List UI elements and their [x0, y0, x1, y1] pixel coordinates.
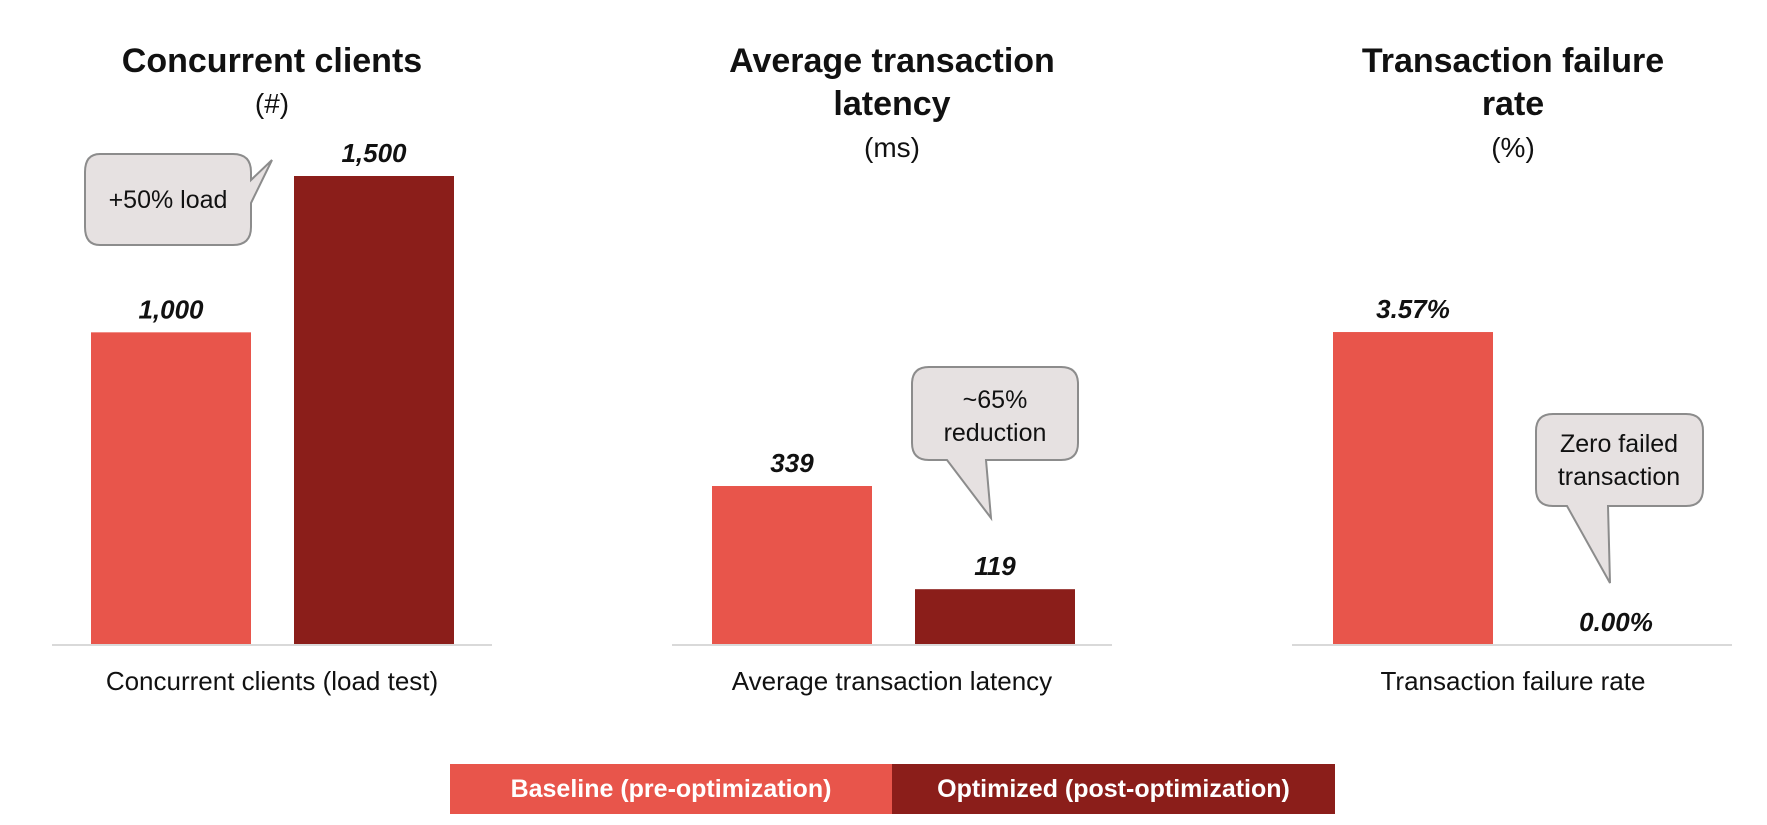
panel-2-bars: 339 119: [712, 448, 1075, 645]
panel-average-latency: Average transaction latency (ms) 339 119 A…: [672, 42, 1112, 696]
bar-optimized: [294, 176, 454, 645]
bar-optimized: [915, 589, 1075, 645]
legend-baseline-label: Baseline (pre-optimization): [510, 774, 832, 803]
value-label-baseline: 1,000: [138, 294, 204, 324]
panel-1-callout: +50% load: [84, 153, 273, 246]
bar-baseline: [1333, 332, 1493, 645]
panel-2-title: Average transaction latency: [729, 42, 1055, 123]
panel-failure-rate: Transaction failure rate (%) 3.57% 0.00% T…: [1292, 42, 1732, 696]
panel-3-callout-line-2: transaction: [1558, 463, 1680, 491]
panel-3-callout-line-1: Zero failed: [1560, 430, 1678, 458]
panel-3-bars: 3.57% 0.00%: [1333, 294, 1653, 645]
panel-2-callout: ~65% reduction: [911, 366, 1079, 522]
value-label-baseline: 339: [770, 448, 814, 478]
bar-baseline: [91, 332, 251, 645]
panel-1-bars: 1,000 1,500: [91, 138, 454, 645]
panel-3-callout-bubble: [1535, 413, 1704, 584]
panel-3-category-label: Transaction failure rate: [1381, 666, 1646, 696]
panel-2-unit: (ms): [864, 132, 920, 163]
legend-baseline: Baseline (pre-optimization): [450, 764, 892, 814]
panel-2-callout-line-1: ~65%: [963, 386, 1028, 414]
legend: Baseline (pre-optimization) Optimized (p…: [450, 764, 1335, 814]
bar-baseline: [712, 486, 872, 645]
panel-concurrent-clients: Concurrent clients (#) 1,000 1,500 Concur…: [52, 42, 492, 696]
legend-optimized-label: Optimized (post-optimization): [937, 774, 1290, 803]
panel-1-category-label: Concurrent clients (load test): [106, 666, 438, 696]
panel-2-callout-bubble: [911, 366, 1079, 522]
value-label-optimized: 1,500: [341, 138, 407, 168]
value-label-optimized: 0.00%: [1579, 607, 1653, 637]
value-label-baseline: 3.57%: [1376, 294, 1450, 324]
panel-1-callout-text: +50% load: [109, 186, 228, 214]
panel-3-title: Transaction failure rate: [1362, 42, 1664, 123]
panel-3-unit: (%): [1491, 132, 1535, 163]
panel-2-category-label: Average transaction latency: [732, 666, 1052, 696]
panel-1-callout-bubble: [84, 153, 273, 246]
panel-3-callout: Zero failed transaction: [1535, 413, 1704, 584]
legend-optimized: Optimized (post-optimization): [892, 764, 1335, 814]
panel-2-callout-line-2: reduction: [944, 419, 1047, 447]
panel-1-unit: (#): [255, 88, 289, 119]
value-label-optimized: 119: [974, 551, 1016, 581]
panel-1-title: Concurrent clients: [122, 42, 422, 80]
